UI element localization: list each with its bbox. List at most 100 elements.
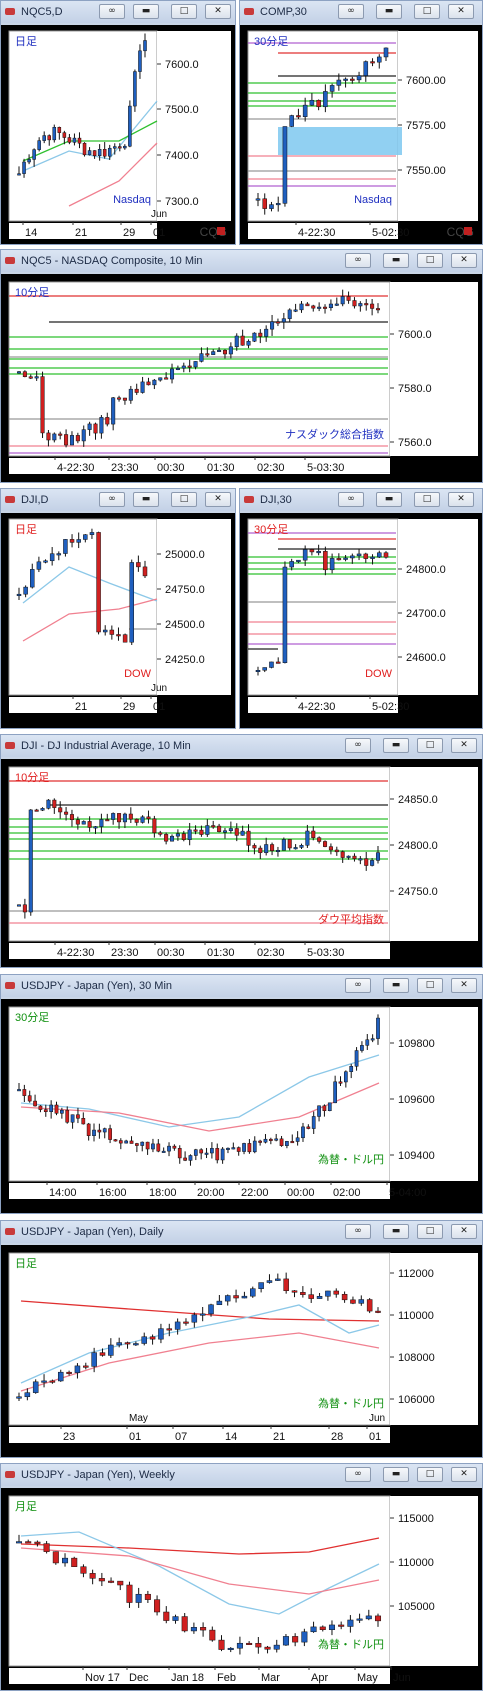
- candle: [175, 833, 180, 837]
- x-tick-label: 5-02:30: [372, 227, 409, 239]
- minimize-button[interactable]: ▬: [383, 1224, 409, 1239]
- link-icon[interactable]: ∞: [338, 4, 364, 19]
- period-label: 日足: [15, 524, 37, 536]
- candle: [164, 377, 169, 380]
- x-tick-label: 5-02:30: [372, 701, 409, 713]
- minimize-button[interactable]: ▬: [133, 4, 159, 19]
- candle: [27, 1095, 32, 1102]
- maximize-button[interactable]: □: [171, 492, 197, 507]
- x-tick-label: 5-03:30: [307, 947, 344, 959]
- candle: [289, 561, 294, 568]
- titlebar: COMP,30 ∞ ▬ □ ✕: [240, 1, 482, 23]
- maximize-button[interactable]: □: [417, 978, 443, 993]
- link-icon[interactable]: ∞: [99, 4, 125, 19]
- close-button[interactable]: ✕: [451, 738, 477, 753]
- candle: [329, 85, 335, 92]
- candle: [122, 397, 127, 401]
- y-tick-label: 7580.0: [398, 383, 432, 395]
- candle: [108, 1344, 114, 1356]
- candle: [325, 1290, 331, 1297]
- maximize-button[interactable]: □: [417, 253, 443, 268]
- link-icon[interactable]: ∞: [345, 738, 371, 753]
- x-tick-label: Mar: [261, 1672, 280, 1684]
- minimize-button[interactable]: ▬: [383, 978, 409, 993]
- y-tick-label: 25000.0: [165, 549, 205, 561]
- candle: [83, 1365, 89, 1368]
- candle: [22, 371, 27, 377]
- plot-area: [8, 30, 158, 222]
- candle: [275, 1278, 281, 1281]
- candle: [273, 1644, 280, 1650]
- chart: 24800.0 24700.0 24600.0 4-22:30 5-02:30 30分足 D…: [240, 513, 482, 728]
- close-button[interactable]: ✕: [451, 253, 477, 268]
- series-name-label: 為替・ドル円: [318, 1637, 384, 1651]
- minimize-button[interactable]: ▬: [383, 738, 409, 753]
- candle: [128, 813, 133, 820]
- x-tick-label: Nov 17: [85, 1672, 120, 1684]
- link-icon[interactable]: ∞: [345, 253, 371, 268]
- close-button[interactable]: ✕: [205, 4, 231, 19]
- candle: [43, 1543, 50, 1552]
- minimize-button[interactable]: ▬: [376, 4, 402, 19]
- minimize-button[interactable]: ▬: [133, 492, 159, 507]
- maximize-button[interactable]: □: [417, 1467, 443, 1482]
- candle: [328, 303, 333, 308]
- candle: [25, 1541, 32, 1544]
- maximize-button[interactable]: □: [417, 1224, 443, 1239]
- minimize-button[interactable]: ▬: [376, 492, 402, 507]
- close-button[interactable]: ✕: [451, 1224, 477, 1239]
- window-title: DJI,D: [21, 494, 49, 506]
- candle: [144, 1593, 151, 1600]
- candle: [328, 846, 333, 851]
- series-name-label: Nasdaq: [113, 194, 151, 206]
- link-icon[interactable]: ∞: [99, 492, 125, 507]
- x-tick-label: 23:30: [111, 947, 139, 959]
- chart: 112000 110000 108000 106000 23 01 07 14 21 28 01 Ma…: [1, 1245, 482, 1457]
- candle: [22, 1089, 27, 1096]
- y-tick-label: 112000: [398, 1268, 434, 1280]
- close-button[interactable]: ✕: [448, 492, 474, 507]
- candle: [341, 1294, 348, 1301]
- candle: [358, 858, 363, 861]
- link-icon[interactable]: ∞: [345, 978, 371, 993]
- maximize-button[interactable]: □: [414, 4, 440, 19]
- candle: [166, 1328, 173, 1331]
- candle: [93, 826, 98, 829]
- candle: [252, 332, 257, 342]
- period-label: 10分足: [15, 286, 49, 299]
- candle: [69, 435, 74, 446]
- close-button[interactable]: ✕: [451, 978, 477, 993]
- candle: [129, 1140, 134, 1144]
- candle: [72, 137, 77, 143]
- maximize-button[interactable]: □: [417, 738, 443, 753]
- candle: [175, 367, 180, 370]
- candle: [217, 825, 222, 833]
- candle: [34, 376, 39, 379]
- link-icon[interactable]: ∞: [345, 1224, 371, 1239]
- link-icon[interactable]: ∞: [345, 1467, 371, 1482]
- candle: [146, 381, 151, 386]
- maximize-button[interactable]: □: [414, 492, 440, 507]
- window-title: DJI - DJ Industrial Average, 10 Min: [21, 740, 191, 752]
- minimize-button[interactable]: ▬: [383, 1467, 409, 1482]
- candle: [69, 814, 74, 821]
- close-button[interactable]: ✕: [205, 492, 231, 507]
- close-button[interactable]: ✕: [451, 1467, 477, 1482]
- candle: [322, 1105, 327, 1111]
- y-tick-label: 24750.0: [398, 886, 438, 898]
- close-button[interactable]: ✕: [448, 4, 474, 19]
- x-sub-label: Jun: [151, 209, 167, 220]
- candle: [49, 1104, 54, 1112]
- candle: [234, 335, 239, 348]
- y-axis-area: [398, 519, 478, 695]
- candle: [93, 423, 98, 434]
- candle: [102, 149, 107, 157]
- x-axis-area: [9, 943, 390, 959]
- maximize-button[interactable]: □: [171, 4, 197, 19]
- candle: [181, 1616, 188, 1632]
- x-tick-label: 4-22:30: [298, 701, 335, 713]
- x-tick-label: 02:00: [333, 1187, 361, 1199]
- candle: [264, 844, 269, 854]
- minimize-button[interactable]: ▬: [383, 253, 409, 268]
- link-icon[interactable]: ∞: [338, 492, 364, 507]
